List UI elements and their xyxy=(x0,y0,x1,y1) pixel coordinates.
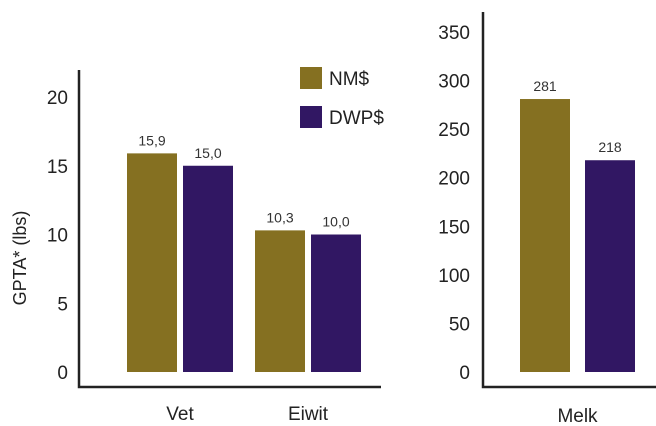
left-data-labels: 15,9 15,0 10,3 10,0 xyxy=(138,132,349,229)
legend-swatch-nm xyxy=(300,67,322,89)
y-tick-label: 10 xyxy=(47,226,68,247)
bar-melk-nm xyxy=(520,99,570,373)
right-y-ticks: 0 50 100 150 200 250 300 350 xyxy=(438,23,470,384)
y-tick-label: 250 xyxy=(438,120,470,141)
right-chart: 0 50 100 150 200 250 300 350 281 218 Melk xyxy=(438,12,656,426)
legend: NM$ DWP$ xyxy=(300,67,384,129)
data-label: 218 xyxy=(598,139,622,155)
category-label-vet: Vet xyxy=(166,404,194,425)
y-tick-label: 300 xyxy=(438,72,470,93)
right-axis xyxy=(481,12,656,389)
left-category-labels: Vet Eiwit xyxy=(166,404,329,425)
data-label: 15,0 xyxy=(194,145,221,161)
left-bars xyxy=(127,153,361,372)
bar-vet-nm xyxy=(127,153,177,372)
right-bars xyxy=(520,99,635,373)
bar-melk-dwp xyxy=(585,160,635,372)
legend-label-nm: NM$ xyxy=(329,69,370,90)
bar-eiwit-nm xyxy=(255,230,305,372)
data-label: 15,9 xyxy=(138,132,165,148)
y-tick-label: 15 xyxy=(47,157,68,178)
legend-label-dwp: DWP$ xyxy=(329,108,384,129)
y-tick-label: 0 xyxy=(57,363,68,384)
y-tick-label: 150 xyxy=(438,217,470,238)
y-tick-label: 0 xyxy=(459,363,470,384)
y-tick-label: 100 xyxy=(438,266,470,287)
y-tick-label: 5 xyxy=(57,294,68,315)
right-data-labels: 281 218 xyxy=(533,78,622,155)
y-axis-label: GPTA* (lbs) xyxy=(10,211,30,306)
y-tick-label: 20 xyxy=(47,88,68,109)
data-label: 10,0 xyxy=(322,214,349,230)
data-label: 281 xyxy=(533,78,557,94)
data-label: 10,3 xyxy=(266,209,293,225)
y-tick-label: 350 xyxy=(438,23,470,44)
category-label-melk: Melk xyxy=(557,406,598,426)
left-axis xyxy=(77,70,381,389)
y-tick-label: 200 xyxy=(438,169,470,190)
legend-swatch-dwp xyxy=(300,106,322,128)
bar-eiwit-dwp xyxy=(311,234,361,372)
right-category-labels: Melk xyxy=(557,406,598,426)
category-label-eiwit: Eiwit xyxy=(288,404,329,425)
left-y-ticks: 0 5 10 15 20 xyxy=(47,88,68,384)
y-tick-label: 50 xyxy=(449,314,470,335)
left-chart: GPTA* (lbs) 0 5 10 15 20 15,9 15,0 10,3 10,0 Ve… xyxy=(10,67,384,425)
bar-vet-dwp xyxy=(183,165,233,372)
